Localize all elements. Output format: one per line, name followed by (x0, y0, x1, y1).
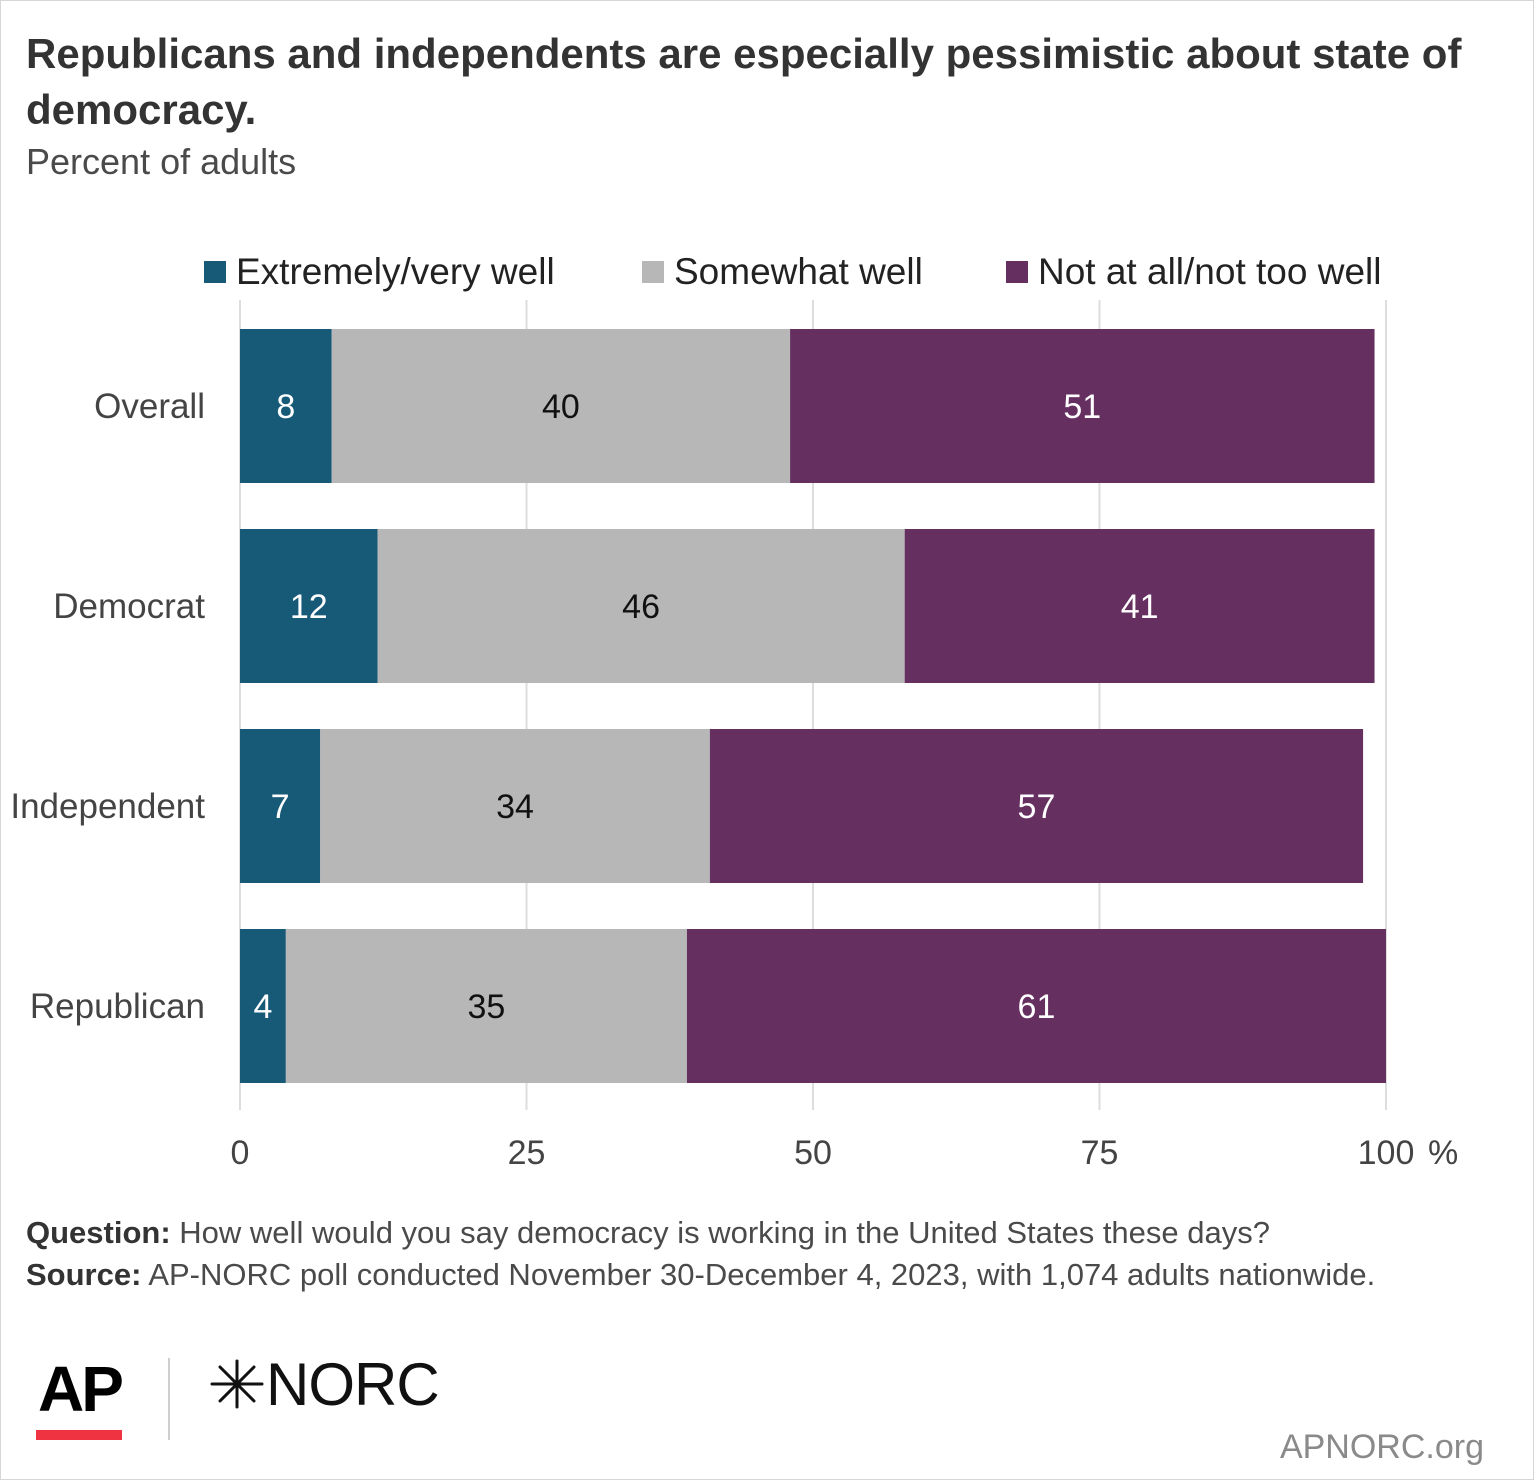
star-burst-icon (210, 1359, 264, 1409)
x-tick-label-0: 0 (231, 1134, 250, 1172)
bar-independent-somewhat-well (320, 729, 710, 883)
legend-item-extremely-very-well: Extremely/very well (204, 248, 555, 296)
category-label-republican: Republican (30, 987, 205, 1026)
x-tick-label-25: 25 (508, 1134, 546, 1172)
data-label-democrat-somewhat-well: 46 (622, 588, 660, 626)
data-label-democrat-not-at-all-not-too-well: 41 (1121, 588, 1159, 626)
bar-independent-not-at-all-not-too-well (709, 729, 1364, 883)
bar-independent-extremely-very-well (240, 729, 321, 883)
data-label-republican-somewhat-well: 35 (467, 988, 505, 1026)
bar-democrat-somewhat-well (377, 529, 905, 683)
data-label-overall-not-at-all-not-too-well: 51 (1063, 388, 1101, 426)
norc-logo-text: NORC (266, 1350, 440, 1418)
x-tick-label-50: 50 (794, 1134, 832, 1172)
legend-swatch-somewhat-well (642, 261, 664, 283)
source-note: Source: AP-NORC poll conducted November … (26, 1254, 1516, 1296)
chart-notes: Question: How well would you say democra… (26, 1212, 1516, 1296)
data-label-independent-extremely-very-well: 7 (271, 788, 290, 826)
data-label-republican-extremely-very-well: 4 (253, 988, 272, 1026)
norc-logo: NORC (208, 1350, 440, 1418)
data-label-overall-extremely-very-well: 8 (276, 388, 295, 426)
chart-subtitle: Percent of adults (26, 141, 297, 182)
data-label-republican-not-at-all-not-too-well: 61 (1018, 988, 1056, 1026)
logo-divider (168, 1358, 170, 1440)
x-tick-label-75: 75 (1081, 1134, 1119, 1172)
ap-logo-underline (36, 1430, 122, 1440)
bar-overall-not-at-all-not-too-well (790, 329, 1375, 483)
legend-swatch-extremely-very-well (204, 261, 226, 283)
legend: Extremely/very well Somewhat well Not at… (0, 248, 1536, 296)
legend-label-not-at-all-not-too-well: Not at all/not too well (1038, 251, 1382, 292)
ap-logo: AP (38, 1353, 124, 1425)
source-label: Source: (26, 1257, 142, 1292)
bar-democrat-extremely-very-well (240, 529, 378, 683)
question-label: Question: (26, 1215, 171, 1250)
legend-item-not-at-all-not-too-well: Not at all/not too well (1006, 248, 1381, 296)
category-label-overall: Overall (94, 387, 205, 426)
chart-title: Republicans and independents are especia… (26, 30, 1462, 133)
data-label-independent-not-at-all-not-too-well: 57 (1018, 788, 1056, 826)
site-url: APNORC.org (1279, 1428, 1484, 1466)
category-label-independent: Independent (10, 787, 205, 826)
bar-republican-somewhat-well (285, 929, 687, 1083)
category-label-democrat: Democrat (53, 587, 205, 626)
data-label-overall-somewhat-well: 40 (542, 388, 580, 426)
x-tick-label-100: 100 (1358, 1134, 1415, 1172)
bar-republican-extremely-very-well (240, 929, 286, 1083)
legend-label-somewhat-well: Somewhat well (674, 251, 923, 292)
legend-label-extremely-very-well: Extremely/very well (236, 251, 555, 292)
x-axis-unit-label: % (1428, 1134, 1458, 1172)
bar-republican-not-at-all-not-too-well (686, 929, 1386, 1083)
bar-overall-somewhat-well (331, 329, 791, 483)
data-label-independent-somewhat-well: 34 (496, 788, 534, 826)
source-text: AP-NORC poll conducted November 30-Decem… (148, 1257, 1376, 1292)
data-label-democrat-extremely-very-well: 12 (290, 588, 328, 626)
bar-democrat-not-at-all-not-too-well (904, 529, 1375, 683)
question-text: How well would you say democracy is work… (179, 1215, 1270, 1250)
legend-item-somewhat-well: Somewhat well (642, 248, 923, 296)
question-note: Question: How well would you say democra… (26, 1212, 1516, 1254)
bar-overall-extremely-very-well (240, 329, 332, 483)
legend-swatch-not-at-all-not-too-well (1006, 261, 1028, 283)
